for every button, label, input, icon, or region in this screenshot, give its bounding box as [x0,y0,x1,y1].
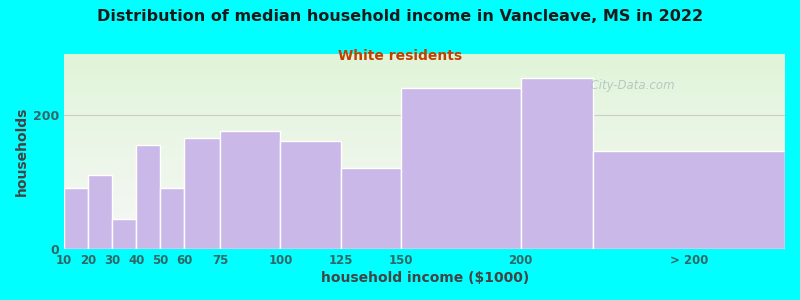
Y-axis label: households: households [15,107,29,196]
Bar [88,175,112,249]
Bar [221,131,281,249]
Text: Distribution of median household income in Vancleave, MS in 2022: Distribution of median household income … [97,9,703,24]
Bar [160,188,184,249]
Bar [281,141,341,249]
Bar [184,138,221,249]
Bar [136,145,160,249]
Text: White residents: White residents [338,50,462,64]
Bar [112,219,136,249]
Bar [521,77,593,249]
X-axis label: household income ($1000): household income ($1000) [321,271,529,285]
Bar [401,88,521,249]
Bar [341,168,401,249]
Bar [64,188,88,249]
Text: City-Data.com: City-Data.com [583,79,675,92]
Bar [593,152,785,249]
